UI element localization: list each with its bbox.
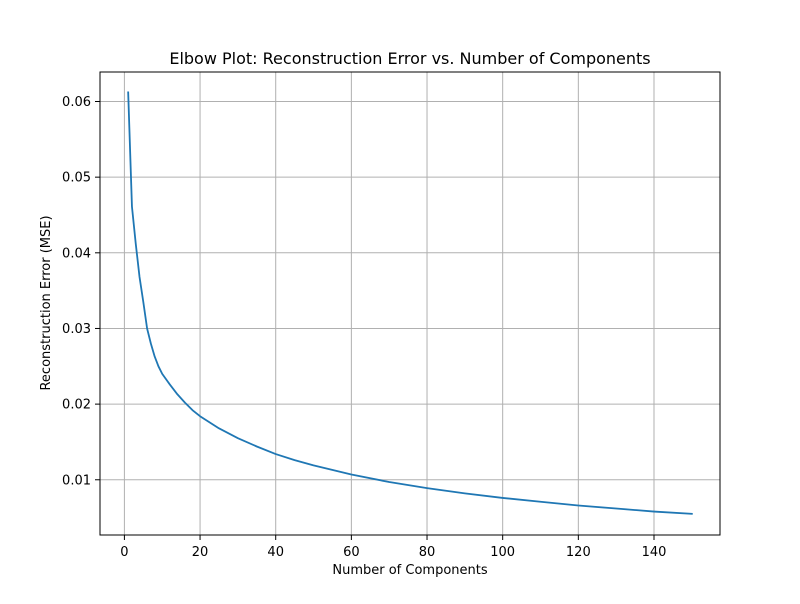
y-tick-label: 0.06 — [62, 95, 91, 110]
x-tick-label: 80 — [419, 545, 436, 560]
y-tick-label: 0.01 — [62, 473, 91, 488]
x-tick-label: 0 — [120, 545, 128, 560]
y-axis-label: Reconstruction Error (MSE) — [39, 215, 54, 390]
x-tick-label: 140 — [642, 545, 667, 560]
y-tick-label: 0.05 — [62, 171, 91, 186]
grid-layer — [100, 72, 720, 535]
series-layer — [127, 91, 693, 515]
tick-layer: 0 20 40 60 80 100 120 140 0.01 0.02 0.03 0.04 0.05 0.… — [62, 95, 666, 560]
series-line — [127, 91, 693, 515]
x-tick-label: 100 — [490, 545, 515, 560]
x-tick-label: 60 — [343, 545, 360, 560]
y-tick-label: 0.03 — [62, 322, 91, 337]
y-tick-label: 0.04 — [62, 246, 91, 261]
x-axis-label: Number of Components — [332, 563, 487, 578]
axes-frame — [99, 71, 721, 536]
x-tick-label: 120 — [566, 545, 591, 560]
x-tick-label: 20 — [192, 545, 209, 560]
x-tick-label: 40 — [267, 545, 284, 560]
y-tick-label: 0.02 — [62, 398, 91, 413]
chart-title: Elbow Plot: Reconstruction Error vs. Num… — [169, 49, 650, 68]
